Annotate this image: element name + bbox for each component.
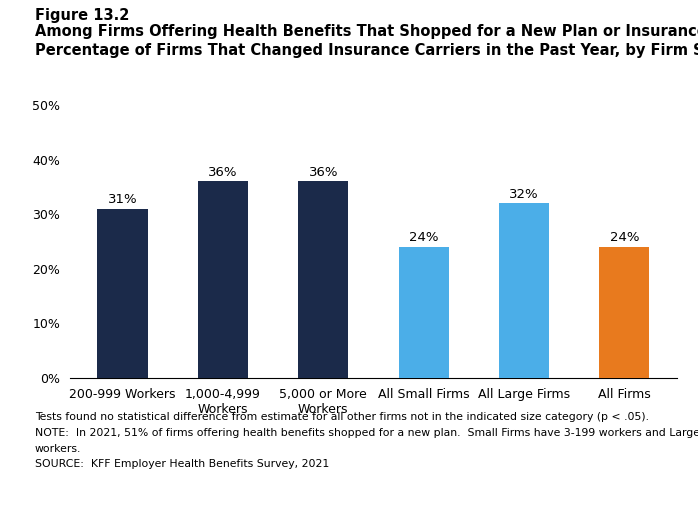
Text: 32%: 32%	[509, 187, 539, 201]
Text: Percentage of Firms That Changed Insurance Carriers in the Past Year, by Firm Si: Percentage of Firms That Changed Insuran…	[35, 43, 698, 58]
Text: Figure 13.2: Figure 13.2	[35, 8, 129, 23]
Text: Tests found no statistical difference from estimate for all other firms not in t: Tests found no statistical difference fr…	[35, 412, 649, 422]
Bar	[98, 209, 147, 378]
Text: 36%: 36%	[208, 166, 237, 179]
Bar	[600, 247, 649, 378]
Bar	[298, 182, 348, 378]
Text: 24%: 24%	[609, 231, 639, 244]
Text: 31%: 31%	[107, 193, 138, 206]
Text: SOURCE:  KFF Employer Health Benefits Survey, 2021: SOURCE: KFF Employer Health Benefits Sur…	[35, 459, 329, 469]
Text: workers.: workers.	[35, 444, 81, 454]
Bar	[399, 247, 449, 378]
Text: 36%: 36%	[309, 166, 338, 179]
Text: Among Firms Offering Health Benefits That Shopped for a New Plan or Insurance Ca: Among Firms Offering Health Benefits Tha…	[35, 24, 698, 39]
Text: 24%: 24%	[409, 231, 438, 244]
Bar	[198, 182, 248, 378]
Text: NOTE:  In 2021, 51% of firms offering health benefits shopped for a new plan.  S: NOTE: In 2021, 51% of firms offering hea…	[35, 428, 698, 438]
Bar	[499, 203, 549, 378]
